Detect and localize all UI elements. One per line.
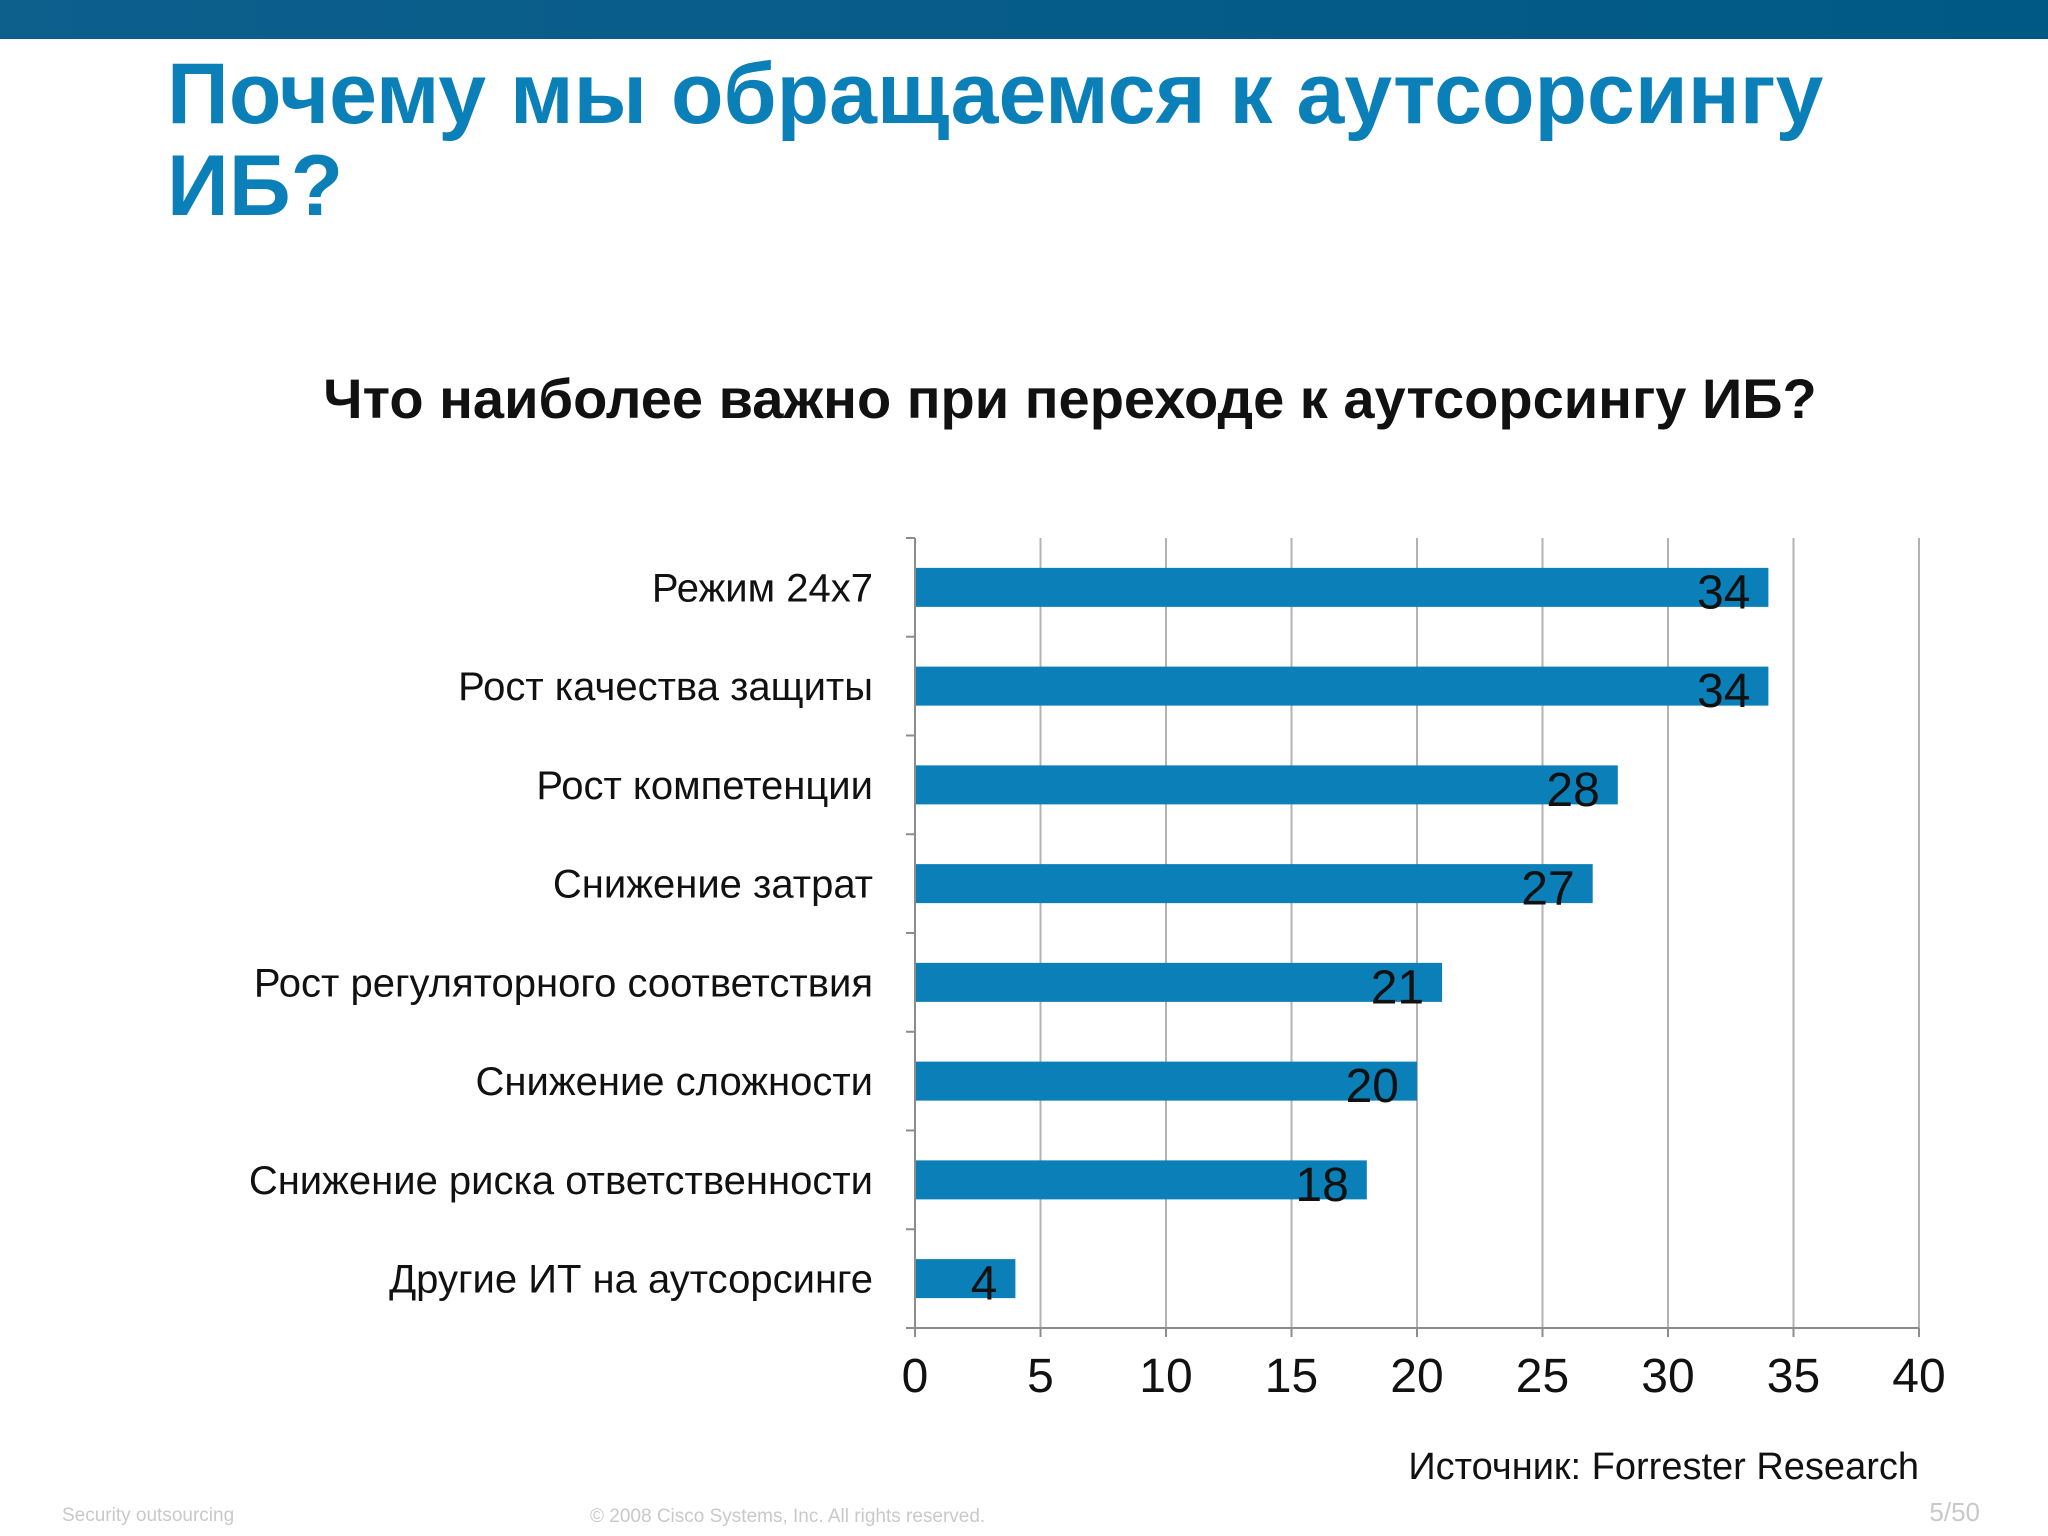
bar (916, 666, 1769, 706)
header-bar (0, 0, 2048, 39)
category-label: Рост качества защиты (458, 665, 873, 709)
bar-chart: 0 5 10 15 20 25 30 35 40 Режим 24x7 34 Рост качеств… (249, 537, 1946, 1403)
category-label: Снижение сложности (476, 1060, 873, 1104)
footer-presentation-name: Security outsourcing (62, 1505, 235, 1526)
x-tick-label: 30 (1641, 1350, 1694, 1403)
page-number: 5/50 (1929, 1497, 1980, 1527)
bar (916, 1259, 1016, 1299)
x-tick-label: 35 (1767, 1350, 1820, 1403)
category-label: Рост компетенции (536, 764, 873, 808)
x-tick-label: 25 (1516, 1350, 1569, 1403)
category-label: Другие ИТ на аутсорсинге (389, 1258, 873, 1302)
data-label: 4 (971, 1258, 998, 1311)
x-tick-label: 40 (1892, 1350, 1945, 1403)
category-label: Снижение риска ответственности (249, 1159, 873, 1203)
data-label: 21 (1371, 961, 1424, 1014)
bar (916, 1160, 1367, 1200)
source-note: Источник: Forrester Research (1408, 1446, 1919, 1488)
data-label: 18 (1295, 1159, 1348, 1212)
slide-title: Почему мы обращаемся к аутсорсингу ИБ? (167, 46, 1824, 234)
category-label: Рост регуляторного соответствия (254, 961, 873, 1005)
x-tick-label: 15 (1265, 1350, 1318, 1403)
x-tick-label: 20 (1390, 1350, 1443, 1403)
chart-title: Что наиболее важно при переходе к аутсор… (323, 367, 1817, 430)
bar (916, 1061, 1417, 1101)
data-label: 34 (1697, 665, 1750, 718)
x-tick-label: 10 (1139, 1350, 1192, 1403)
x-tick-label: 0 (902, 1350, 929, 1403)
category-label: Режим 24x7 (652, 566, 873, 610)
bar (916, 962, 1443, 1002)
bar (916, 864, 1593, 904)
data-label: 28 (1546, 764, 1599, 817)
data-label: 20 (1346, 1060, 1399, 1113)
footer-copyright: © 2008 Cisco Systems, Inc. All rights re… (590, 1506, 986, 1527)
data-label: 34 (1697, 566, 1750, 619)
data-label: 27 (1521, 863, 1574, 916)
x-tick-label: 5 (1027, 1350, 1054, 1403)
bar (916, 765, 1618, 805)
bar (916, 567, 1769, 607)
category-label: Снижение затрат (553, 863, 873, 907)
